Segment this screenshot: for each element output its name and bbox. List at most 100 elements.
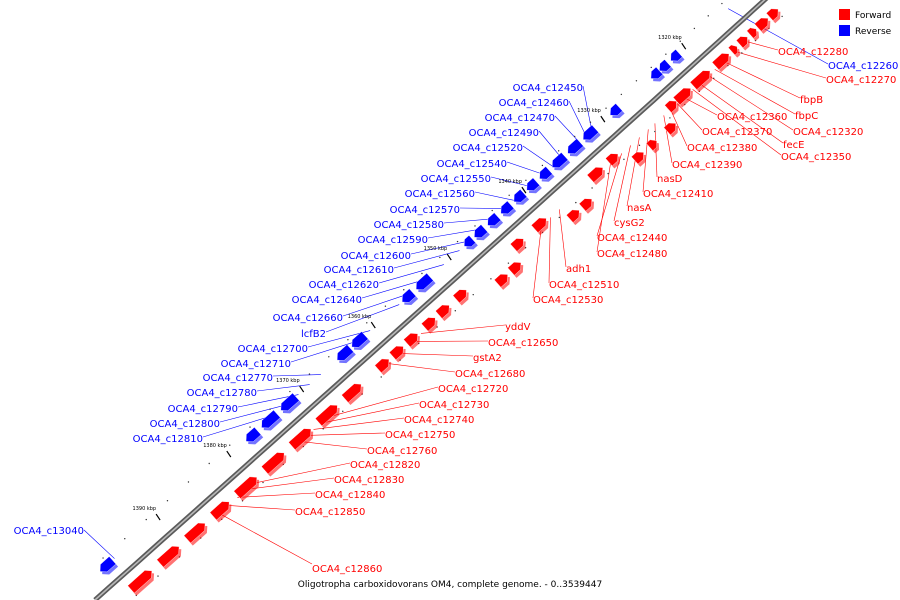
- gene-label[interactable]: cysG2: [614, 218, 645, 229]
- reverse-gene-arrow[interactable]: [650, 66, 665, 82]
- forward-gene-arrow[interactable]: [341, 383, 364, 406]
- gene-label[interactable]: nasA: [627, 203, 652, 214]
- gene-label[interactable]: fecE: [783, 140, 805, 151]
- reverse-gene-arrow[interactable]: [336, 344, 356, 364]
- reverse-gene-arrow[interactable]: [415, 272, 436, 293]
- forward-gene-arrow[interactable]: [631, 151, 646, 167]
- gene-label[interactable]: OCA4_c12320: [793, 127, 863, 138]
- gene-label[interactable]: OCA4_c12840: [315, 490, 385, 501]
- gene-label[interactable]: OCA4_c12710: [221, 359, 291, 370]
- forward-gene-arrow[interactable]: [645, 139, 660, 154]
- forward-gene-arrow[interactable]: [183, 522, 208, 546]
- gene-label[interactable]: OCA4_c12790: [168, 404, 238, 415]
- forward-gene-arrow[interactable]: [403, 333, 420, 350]
- gene-label[interactable]: yddV: [505, 322, 531, 333]
- reverse-gene-arrow[interactable]: [401, 288, 419, 306]
- forward-gene-arrow[interactable]: [746, 27, 760, 41]
- forward-gene-arrow[interactable]: [736, 36, 750, 51]
- gene-label[interactable]: OCA4_c12530: [533, 295, 603, 306]
- gene-label[interactable]: adh1: [566, 264, 591, 275]
- gene-label[interactable]: OCA4_c12550: [421, 174, 491, 185]
- forward-gene-arrow[interactable]: [663, 122, 679, 138]
- forward-gene-arrow[interactable]: [209, 501, 232, 523]
- forward-gene-arrow[interactable]: [233, 476, 260, 502]
- gene-label[interactable]: OCA4_c13040: [14, 526, 84, 537]
- forward-gene-arrow[interactable]: [421, 317, 438, 334]
- forward-gene-arrow[interactable]: [728, 44, 741, 58]
- forward-gene-arrow[interactable]: [531, 217, 549, 236]
- forward-gene-arrow[interactable]: [605, 153, 621, 169]
- forward-gene-arrow[interactable]: [766, 8, 781, 24]
- forward-gene-arrow[interactable]: [494, 273, 510, 290]
- forward-gene-arrow[interactable]: [389, 345, 406, 363]
- gene-label[interactable]: OCA4_c12590: [358, 235, 428, 246]
- reverse-gene-arrow[interactable]: [245, 427, 264, 445]
- gene-label[interactable]: OCA4_c12730: [419, 400, 489, 411]
- reverse-gene-arrow[interactable]: [280, 392, 302, 414]
- gene-label[interactable]: OCA4_c12750: [385, 430, 455, 441]
- reverse-gene-arrow[interactable]: [659, 59, 674, 74]
- reverse-gene-arrow[interactable]: [513, 189, 530, 205]
- gene-label[interactable]: OCA4_c12610: [324, 265, 394, 276]
- reverse-gene-arrow[interactable]: [99, 556, 119, 575]
- forward-gene-arrow[interactable]: [452, 289, 469, 306]
- gene-label[interactable]: OCA4_c12490: [469, 128, 539, 139]
- reverse-gene-arrow[interactable]: [487, 212, 504, 229]
- gene-label[interactable]: OCA4_c12770: [203, 373, 273, 384]
- gene-label[interactable]: OCA4_c12380: [687, 143, 757, 154]
- reverse-gene-arrow[interactable]: [567, 138, 586, 157]
- forward-gene-arrow[interactable]: [664, 100, 679, 116]
- gene-label[interactable]: OCA4_c12600: [341, 251, 411, 262]
- gene-label[interactable]: OCA4_c12780: [187, 388, 257, 399]
- gene-label[interactable]: OCA4_c12820: [350, 460, 420, 471]
- gene-label[interactable]: OCA4_c12860: [312, 564, 382, 575]
- forward-gene-arrow[interactable]: [507, 261, 524, 278]
- gene-label[interactable]: OCA4_c12520: [453, 143, 523, 154]
- gene-label[interactable]: OCA4_c12700: [238, 344, 308, 355]
- gene-label[interactable]: gstA2: [473, 353, 502, 364]
- reverse-gene-arrow[interactable]: [261, 409, 283, 431]
- gene-label[interactable]: nasD: [657, 174, 683, 185]
- gene-label[interactable]: OCA4_c12450: [513, 83, 583, 94]
- forward-gene-arrow[interactable]: [711, 53, 732, 73]
- reverse-gene-arrow[interactable]: [474, 224, 490, 241]
- gene-label[interactable]: OCA4_c12800: [150, 419, 220, 430]
- gene-label[interactable]: OCA4_c12660: [273, 313, 343, 324]
- gene-label[interactable]: fbpC: [795, 111, 818, 122]
- gene-label[interactable]: OCA4_c12580: [374, 220, 444, 231]
- gene-label[interactable]: fbpB: [800, 95, 823, 106]
- forward-gene-arrow[interactable]: [156, 545, 182, 570]
- gene-label[interactable]: OCA4_c12680: [455, 369, 525, 380]
- reverse-gene-arrow[interactable]: [670, 49, 685, 64]
- gene-label[interactable]: OCA4_c12410: [643, 189, 713, 200]
- forward-gene-arrow[interactable]: [435, 304, 452, 322]
- gene-label[interactable]: OCA4_c12470: [485, 113, 555, 124]
- gene-label[interactable]: OCA4_c12720: [438, 384, 508, 395]
- gene-label[interactable]: OCA4_c12810: [133, 434, 203, 445]
- gene-label[interactable]: OCA4_c12510: [549, 280, 619, 291]
- reverse-gene-arrow[interactable]: [609, 103, 625, 119]
- forward-gene-arrow[interactable]: [288, 428, 314, 453]
- forward-gene-arrow[interactable]: [510, 238, 526, 255]
- reverse-gene-arrow[interactable]: [351, 331, 371, 350]
- gene-label[interactable]: OCA4_c12760: [367, 446, 437, 457]
- gene-label[interactable]: OCA4_c12360: [717, 112, 787, 123]
- gene-label[interactable]: OCA4_c12540: [437, 159, 507, 170]
- reverse-gene-arrow[interactable]: [551, 152, 571, 171]
- forward-gene-arrow[interactable]: [261, 452, 287, 477]
- gene-label[interactable]: OCA4_c12650: [488, 338, 558, 349]
- forward-gene-arrow[interactable]: [578, 198, 595, 214]
- reverse-gene-arrow[interactable]: [500, 200, 517, 217]
- gene-label[interactable]: OCA4_c12350: [781, 152, 851, 163]
- reverse-gene-arrow[interactable]: [539, 166, 555, 182]
- gene-label[interactable]: OCA4_c12740: [404, 415, 474, 426]
- gene-label[interactable]: OCA4_c12270: [826, 75, 896, 86]
- forward-gene-arrow[interactable]: [374, 358, 392, 376]
- gene-label[interactable]: OCA4_c12850: [295, 507, 365, 518]
- reverse-gene-arrow[interactable]: [582, 124, 601, 143]
- gene-label[interactable]: OCA4_c12440: [597, 233, 667, 244]
- gene-label[interactable]: OCA4_c12480: [597, 249, 667, 260]
- gene-label[interactable]: OCA4_c12620: [309, 280, 379, 291]
- forward-gene-arrow[interactable]: [586, 167, 605, 186]
- forward-gene-arrow[interactable]: [754, 17, 771, 34]
